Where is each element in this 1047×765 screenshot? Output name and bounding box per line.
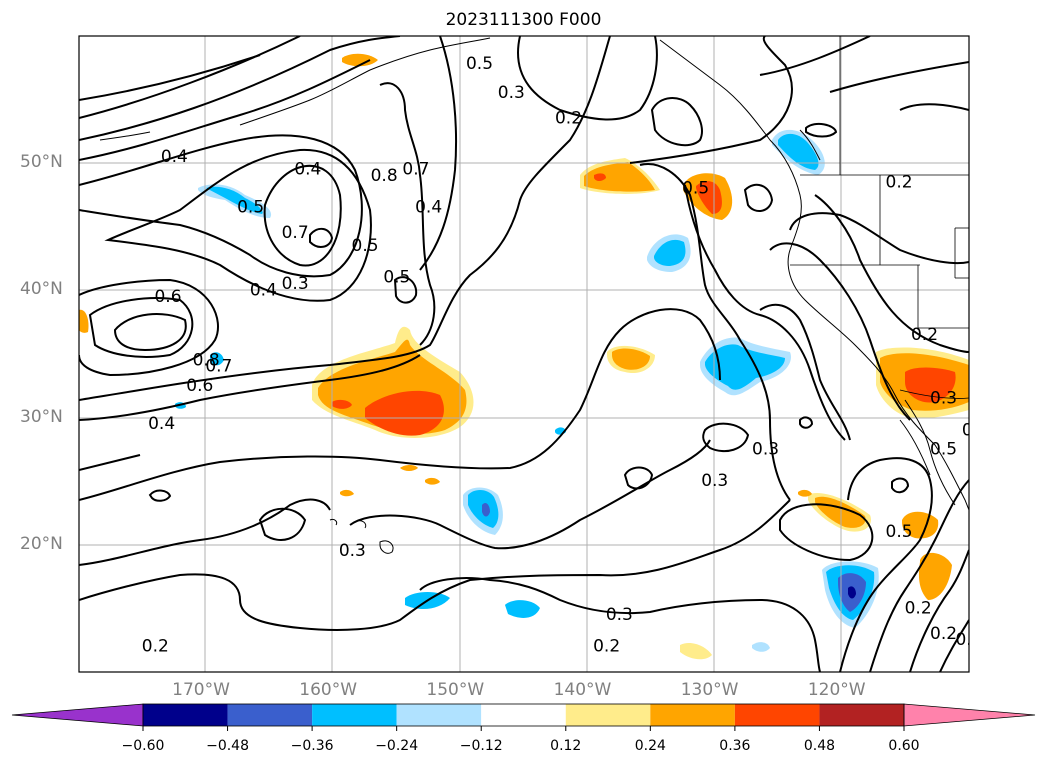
- chart-title: 2023111300 F000: [445, 10, 602, 30]
- colorbar-segment: [227, 704, 313, 726]
- contour-label: 0.5: [466, 54, 493, 74]
- colorbar-tick-label: −0.48: [206, 738, 249, 754]
- contour-label: 0.3: [930, 389, 957, 409]
- colorbar-segment: [143, 704, 228, 726]
- lon-label: 150°W: [426, 680, 485, 700]
- lon-label: 160°W: [299, 680, 358, 700]
- colorbar-tick-label: 0.48: [803, 738, 836, 754]
- contour-label: 0.7: [282, 223, 309, 243]
- contour-label: 0.8: [193, 350, 220, 370]
- contour-label: 0.5: [930, 439, 957, 459]
- contour-label: 0.4: [250, 280, 277, 300]
- lat-label: 40°N: [20, 279, 63, 300]
- contour-label: 0.4: [415, 198, 442, 218]
- contour-label: 0.6: [186, 376, 213, 396]
- contour-label: 0.7: [402, 160, 429, 180]
- lon-label: 140°W: [553, 680, 612, 700]
- colorbar-segment: [565, 704, 651, 726]
- lon-label: 120°W: [807, 680, 866, 700]
- contour-label: 0.2: [555, 109, 582, 129]
- contour-label: 0.8: [371, 166, 398, 186]
- contour-label: 0.4: [294, 160, 321, 180]
- lon-label: 130°W: [680, 680, 739, 700]
- contour-label: 0.4: [962, 420, 989, 440]
- colorbar-segment: [396, 704, 482, 726]
- lat-label: 20°N: [20, 533, 63, 554]
- lon-label: 170°W: [172, 680, 230, 700]
- contour-label: 0.2: [905, 598, 932, 618]
- contour-label: 0.5: [237, 198, 264, 218]
- contour-label: 0.2: [142, 637, 169, 657]
- colorbar-extend-low: [11, 703, 144, 727]
- colorbar-segment: [481, 704, 566, 726]
- contour-lines: [79, 36, 969, 672]
- colorbar-segment: [312, 704, 397, 726]
- contour-label: 0.2: [930, 624, 957, 644]
- colorbar-tick-label: 0.24: [634, 738, 666, 754]
- contour-label: 0.3: [282, 274, 309, 294]
- contour-label: 0.5: [886, 522, 913, 542]
- lat-label: 50°N: [20, 152, 63, 173]
- contour-label: 0.3: [955, 630, 982, 650]
- shaded-anomaly-patches: [79, 53, 969, 660]
- colorbar-tick-label: −0.12: [459, 738, 503, 754]
- colorbar-segment: [650, 704, 735, 726]
- contour-label: 0.5: [383, 268, 410, 288]
- colorbar-tick-label: 0.12: [550, 738, 582, 754]
- colorbar-tick-label: 0.36: [719, 738, 751, 754]
- contour-label: 0.3: [701, 471, 728, 491]
- contour-label: 0.6: [154, 287, 181, 307]
- contour-label: 0.5: [682, 179, 709, 199]
- colorbar-extend-high: [903, 703, 1036, 727]
- contour-label: 0.3: [339, 541, 366, 561]
- colorbar-tick-label: −0.36: [290, 738, 334, 754]
- contour-label: 0.3: [498, 83, 525, 103]
- contour-labels: 0.50.30.20.40.4 0.8 0.70.50.30.70.40.50.40…: [142, 54, 989, 657]
- coastlines: [99, 37, 969, 554]
- lat-label: 30°N: [20, 406, 63, 427]
- contour-label: 0.4: [161, 147, 188, 167]
- map-frame: [78, 35, 970, 673]
- contour-label: 0.2: [886, 172, 913, 192]
- colorbar-segment: [819, 704, 904, 726]
- colorbar-tick-label: 0.60: [888, 738, 920, 754]
- contour-label: 0.3: [752, 439, 779, 459]
- contour-label: 0.2: [593, 637, 620, 657]
- contour-label: 0.2: [911, 325, 938, 345]
- colorbar-segment: [734, 704, 820, 726]
- colorbar-tick-label: −0.60: [121, 738, 165, 754]
- contour-label: 0.3: [606, 605, 633, 625]
- colorbar-tick-label: −0.24: [375, 738, 419, 754]
- contour-label: 0.4: [148, 414, 175, 434]
- contour-label: 0.7: [205, 357, 232, 377]
- contour-label: 0.5: [352, 236, 379, 256]
- political-borders: [790, 36, 969, 399]
